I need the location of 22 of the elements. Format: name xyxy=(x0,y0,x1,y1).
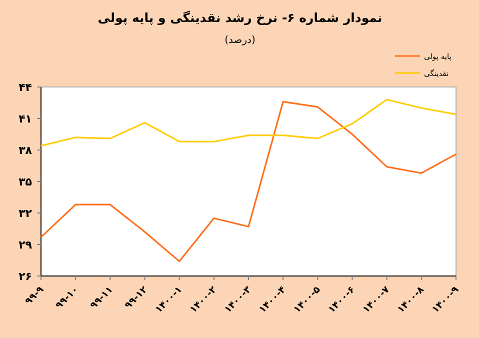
x-tick-label: ۱۴۰۰-۷ xyxy=(360,284,392,316)
x-tick-label: ۱۴۰۰-۲ xyxy=(188,284,220,316)
x-tick-label: ۹۹-۱۰ xyxy=(54,284,81,312)
x-tick-label: ۱۴۰۰-۶ xyxy=(326,284,358,316)
x-tick-label: ۱۴۰۰-۹ xyxy=(430,284,462,316)
x-tick-label: ۹۹-۱۱ xyxy=(88,284,116,312)
x-tick-label: ۹۹-۱۲ xyxy=(122,284,150,312)
chart-subtitle: (درصد) xyxy=(224,35,256,46)
chart-title: نمودار شماره ۶- نرخ رشد نقدینگی و پایه پولی xyxy=(98,10,382,26)
y-tick-label: ۲۶ xyxy=(18,270,32,283)
y-tick-label: ۳۵ xyxy=(18,176,32,188)
x-tick-label: ۹۹-۹ xyxy=(23,284,46,308)
y-tick-label: ۳۸ xyxy=(18,144,32,157)
x-tick-label: ۱۴۰۰-۱ xyxy=(153,284,184,316)
y-tick-label: ۴۱ xyxy=(18,112,32,126)
x-tick-label: ۱۴۰۰-۳ xyxy=(222,284,254,316)
y-tick-label: ۴۴ xyxy=(18,81,32,94)
x-tick-label: ۱۴۰۰-۴ xyxy=(257,284,288,316)
x-tick-label: ۱۴۰۰-۵ xyxy=(292,284,323,316)
y-tick-label: ۲۹ xyxy=(18,238,32,252)
x-tick-label: ۱۴۰۰-۸ xyxy=(395,284,427,316)
y-tick-label: ۳۲ xyxy=(18,207,32,220)
